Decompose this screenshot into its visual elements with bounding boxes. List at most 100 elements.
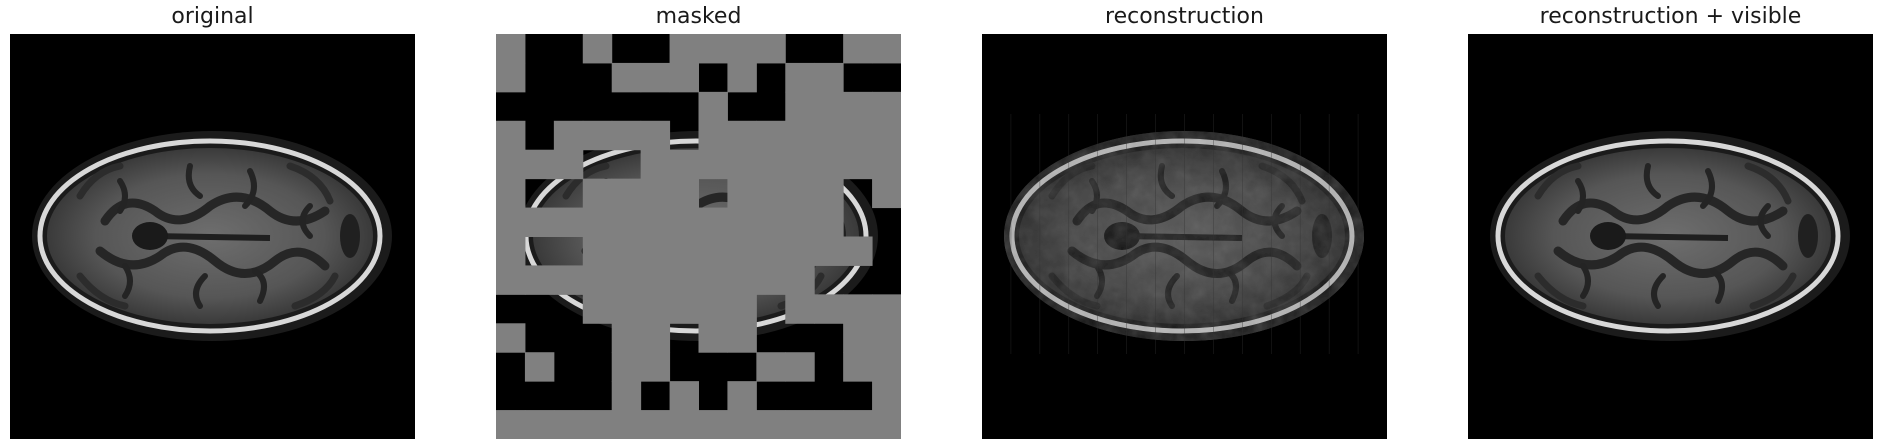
mask-patch [698,294,728,324]
mask-patch [669,207,699,237]
mask-patch [843,91,873,122]
mask-patch [698,236,728,266]
mask-patch [669,149,699,180]
mask-patch [611,323,642,353]
mask-patch [727,34,757,64]
mask-patch [553,207,584,237]
mask-patch [814,294,844,324]
mask-patch [496,207,526,237]
mask-patch [785,352,815,382]
mask-patch [843,410,873,439]
mask-patch [698,323,728,353]
mask-patch [582,236,613,266]
mask-patch [640,120,671,151]
mask-patch [785,62,815,93]
mask-patch [814,91,844,122]
reconstruction-brain-image [982,34,1387,439]
mask-patch [756,236,786,266]
mask-patch [640,265,671,295]
mask-patch [872,120,901,151]
mask-patch [727,236,757,266]
panel-masked: masked [496,0,901,448]
mask-patch [640,62,671,93]
mask-patch [669,34,699,64]
mask-patch [582,207,613,237]
reconstruction-visible-brain-image [1468,34,1873,439]
mask-patch [611,120,642,151]
mask-patch [611,381,642,411]
mask-patch [611,352,642,382]
mask-patch [524,149,555,180]
mask-patch [814,207,844,237]
mask-patch [814,149,844,180]
mask-patch [669,265,699,295]
mask-patch [872,381,901,411]
mask-patch [785,207,815,237]
mask-patch [727,410,757,439]
mask-patch [785,120,815,151]
mask-patch [727,120,757,151]
mask-patch [669,410,699,439]
mask-patch [611,265,642,295]
mask-patch [611,294,642,324]
mask-patch [785,149,815,180]
mask-patch [698,91,728,122]
mask-patch [756,410,786,439]
mask-patch [756,178,786,209]
mask-patch [669,294,699,324]
mask-patch [785,236,815,266]
mask-patch [496,410,526,439]
mask-patch [727,294,757,324]
panel-reconstruction: reconstruction [982,0,1387,448]
mask-patch [785,265,815,295]
mask-patch [640,178,671,209]
mask-patch [640,410,671,439]
mask-patch [814,62,844,93]
mask-patch [496,120,526,151]
mask-patch [785,178,815,209]
mask-patch [843,323,873,353]
mask-patch [843,236,873,266]
mask-patch [843,352,873,382]
mask-patch [872,410,901,439]
mask-patch [872,178,901,209]
mask-patch [698,34,728,64]
mask-patch [814,410,844,439]
mask-patch [843,34,873,64]
mask-patch [727,381,757,411]
mask-patch [872,323,901,353]
mask-patch [496,323,526,353]
mask-patch [640,236,671,266]
mask-patch [843,149,873,180]
panel-title: original [171,4,254,29]
mask-patch [611,236,642,266]
mask-patch [698,149,728,180]
mask-patch [872,149,901,180]
mask-patch [524,352,555,382]
mask-patch [611,62,642,93]
mask-patch [727,178,757,209]
mask-patch [553,410,584,439]
mask-patch [698,207,728,237]
mask-patch [582,294,613,324]
mask-patch [640,294,671,324]
mask-patch [843,120,873,151]
mask-patch [756,120,786,151]
mask-patch [727,207,757,237]
mask-patch [698,265,728,295]
mask-patch [785,410,815,439]
mask-patch [496,149,526,180]
masked-brain-image [496,34,901,439]
mask-patch [872,34,901,64]
mask-patch [611,410,642,439]
mask-patch [582,120,613,151]
mask-patch [496,178,526,209]
mask-patch [814,178,844,209]
mask-patch [496,34,526,64]
mask-patch [785,294,815,324]
panel-title: masked [655,4,742,29]
mask-patch [727,149,757,180]
mask-patch [872,294,901,324]
mask-patch [553,120,584,151]
mask-patch [727,323,757,353]
